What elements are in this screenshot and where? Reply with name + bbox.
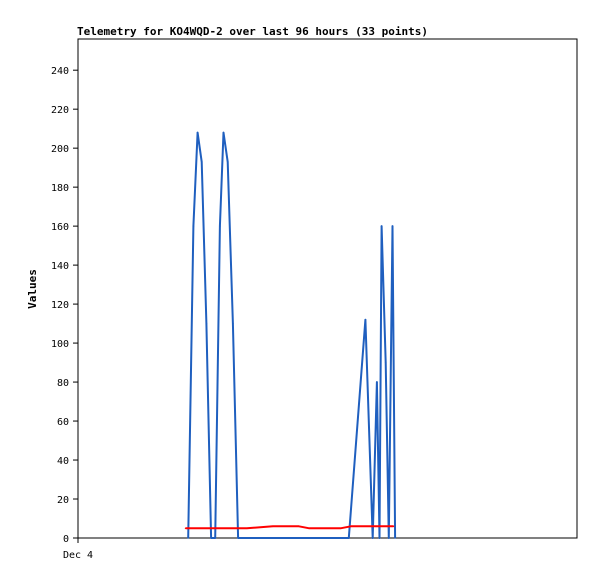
y-tick-label: 200 xyxy=(51,144,69,155)
x-axis: Dec 4 xyxy=(63,538,93,561)
y-axis-label: Values xyxy=(26,269,39,309)
data-point xyxy=(272,525,274,528)
y-tick-label: 40 xyxy=(57,456,69,467)
data-point xyxy=(364,318,367,321)
data-point xyxy=(219,225,221,227)
y-tick-label: 20 xyxy=(57,495,69,506)
data-point xyxy=(350,525,352,528)
data-point xyxy=(232,322,234,325)
series-line-1 xyxy=(187,131,397,539)
data-point xyxy=(392,525,395,528)
series-line-2 xyxy=(185,525,394,530)
data-point xyxy=(376,381,378,383)
y-tick-label: 220 xyxy=(51,105,69,116)
data-point xyxy=(394,537,396,539)
y-tick-label: 180 xyxy=(51,183,69,194)
data-point xyxy=(200,161,203,163)
y-tick-label: 120 xyxy=(51,300,69,311)
y-tick-label: 80 xyxy=(57,378,69,389)
y-tick-label: 240 xyxy=(51,66,69,77)
data-point xyxy=(348,537,350,539)
data-point xyxy=(187,537,189,539)
y-tick-label: 100 xyxy=(51,339,69,350)
data-point xyxy=(378,537,381,539)
data-point xyxy=(222,131,225,134)
y-tick-label: 140 xyxy=(51,261,69,272)
x-tick-label: Dec 4 xyxy=(63,550,93,561)
data-point xyxy=(384,361,387,364)
data-point xyxy=(214,537,217,539)
y-tick-label: 160 xyxy=(51,222,69,233)
y-axis: 0 20 40 60 80 100 120 140 160 180 200 220 240 xyxy=(51,66,78,545)
data-point xyxy=(391,225,394,227)
data-point xyxy=(371,537,374,539)
data-point xyxy=(205,322,208,325)
y-tick-label: 0 xyxy=(63,534,69,545)
data-point xyxy=(380,225,383,227)
data-point xyxy=(298,525,300,528)
data-point xyxy=(184,527,187,530)
data-point xyxy=(226,161,229,163)
data-point xyxy=(192,225,195,227)
data-point xyxy=(339,527,342,530)
plot-area xyxy=(77,38,578,539)
data-point xyxy=(196,131,199,134)
chart-title: Telemetry for KO4WQD-2 over last 96 hour… xyxy=(77,25,428,38)
data-point xyxy=(308,527,311,530)
data-point xyxy=(210,537,212,539)
y-tick-label: 60 xyxy=(57,417,69,428)
data-point xyxy=(388,537,390,539)
data-point xyxy=(246,527,248,530)
series-lines xyxy=(184,131,397,539)
data-point xyxy=(237,537,239,539)
